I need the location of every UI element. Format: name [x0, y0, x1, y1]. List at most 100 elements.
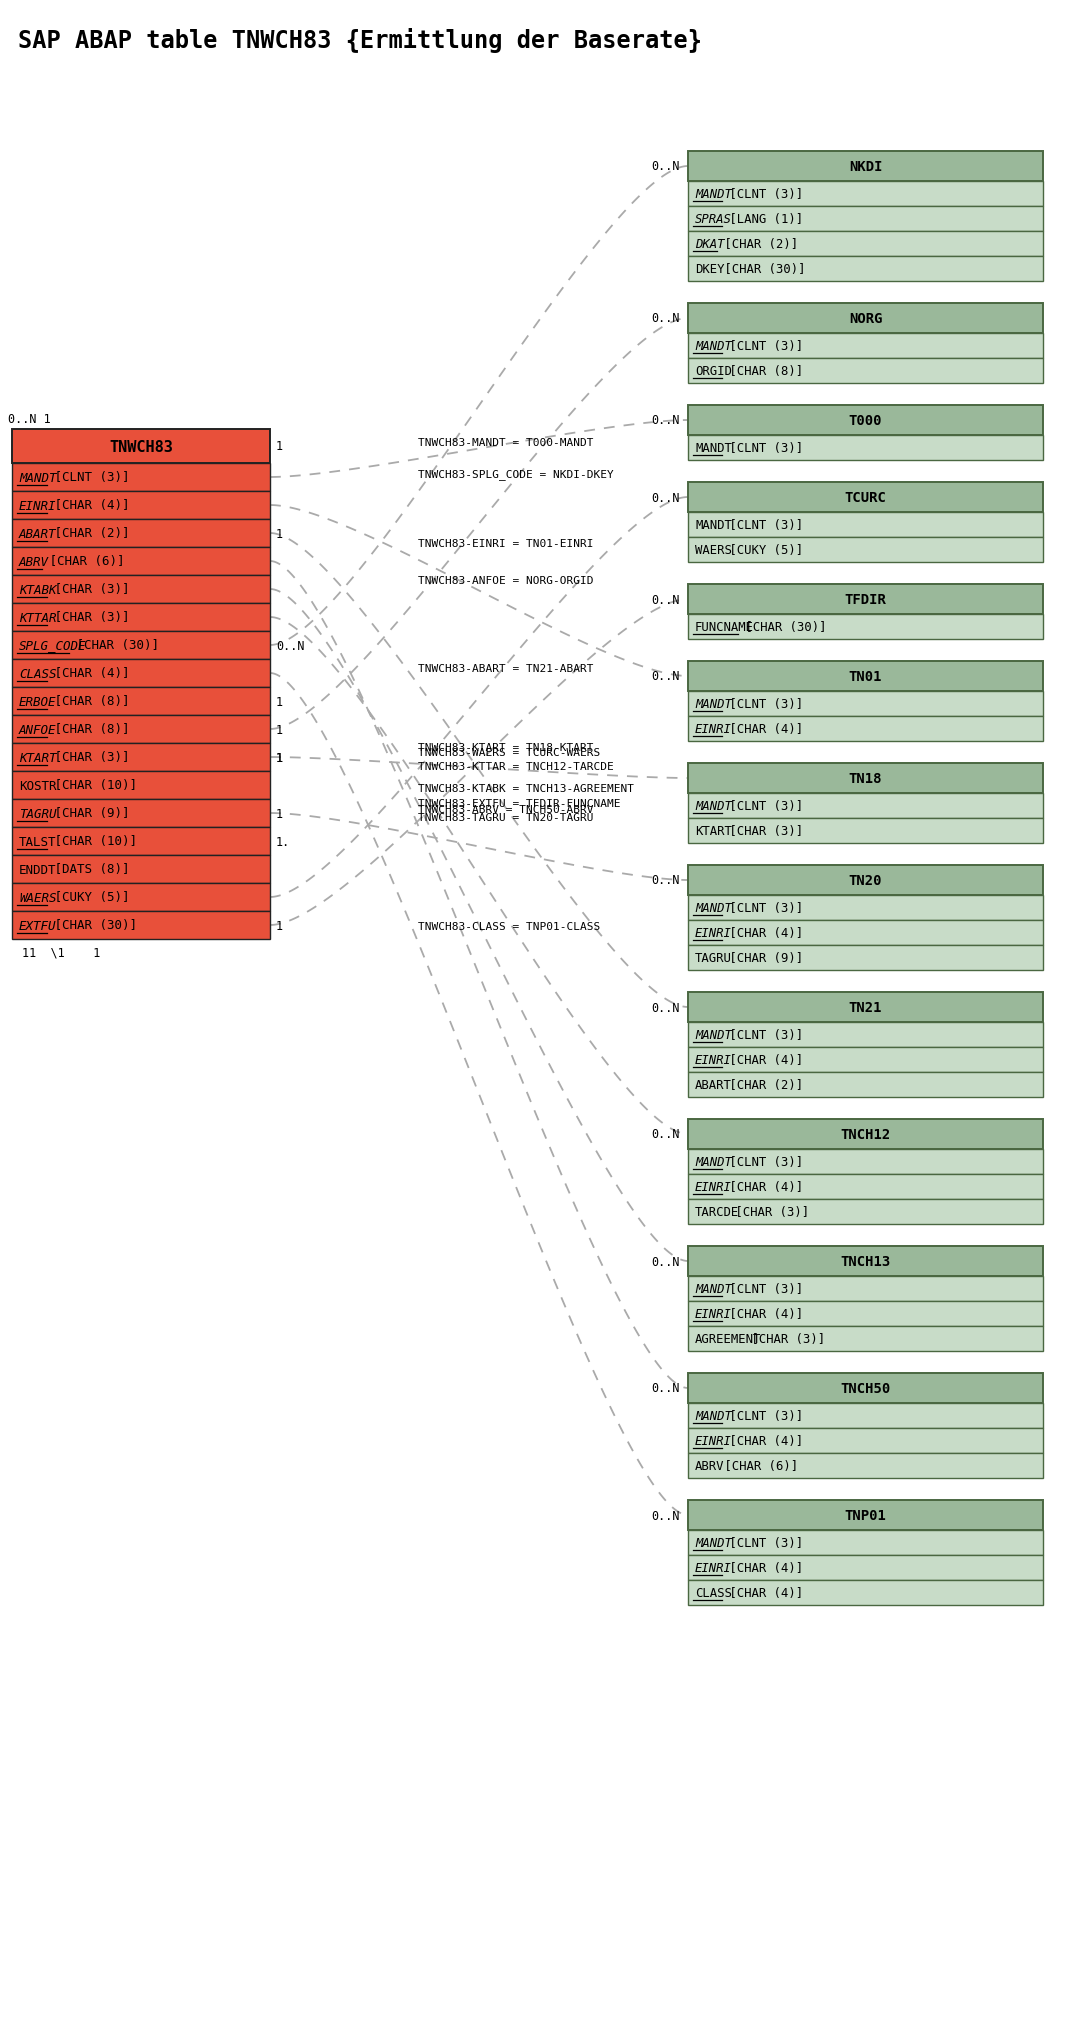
Bar [688, 1199, 1043, 1225]
Bar [688, 1174, 1043, 1199]
Text: MANDT: MANDT [695, 187, 732, 201]
Bar [12, 827, 271, 855]
Text: MANDT: MANDT [695, 339, 732, 354]
Bar [688, 538, 1043, 563]
Bar [12, 660, 271, 687]
Text: [CHAR (3)]: [CHAR (3)] [47, 752, 130, 764]
Text: SPRAS: SPRAS [695, 213, 732, 226]
Bar [12, 744, 271, 772]
Text: MANDT: MANDT [695, 801, 732, 813]
Bar [688, 717, 1043, 742]
Text: ABART: ABART [695, 1079, 732, 1091]
Text: WAERS: WAERS [19, 892, 56, 904]
Text: AGREEMENT: AGREEMENT [695, 1333, 761, 1345]
Text: [CHAR (10)]: [CHAR (10)] [47, 835, 137, 847]
Bar [688, 1276, 1043, 1300]
Text: [CHAR (4)]: [CHAR (4)] [47, 500, 130, 512]
Text: TNWCH83-WAERS = TCURC-WAERS: TNWCH83-WAERS = TCURC-WAERS [419, 748, 601, 758]
Bar [688, 920, 1043, 945]
Text: TALST: TALST [19, 835, 56, 847]
Bar [688, 616, 1043, 640]
Text: [CHAR (4)]: [CHAR (4)] [722, 1435, 803, 1447]
Bar [688, 152, 1043, 183]
Text: 1.: 1. [276, 835, 291, 847]
Bar [688, 764, 1043, 795]
Text: [CLNT (3)]: [CLNT (3)] [722, 339, 803, 354]
Bar [688, 1300, 1043, 1327]
Text: TNWCH83-CLASS = TNP01-CLASS: TNWCH83-CLASS = TNP01-CLASS [419, 923, 601, 933]
Bar [12, 604, 271, 632]
Text: SPLG_CODE: SPLG_CODE [19, 640, 86, 652]
Bar [12, 575, 271, 604]
Text: TNWCH83-EINRI = TN01-EINRI: TNWCH83-EINRI = TN01-EINRI [419, 538, 594, 549]
Bar [688, 662, 1043, 691]
Text: EXTFU: EXTFU [19, 918, 56, 933]
Text: KTTAR: KTTAR [19, 612, 56, 624]
Bar [12, 884, 271, 912]
Text: [CLNT (3)]: [CLNT (3)] [722, 441, 803, 455]
Text: EINRI: EINRI [695, 723, 732, 736]
Text: [CHAR (8)]: [CHAR (8)] [47, 695, 130, 707]
Text: TCURC: TCURC [845, 492, 886, 504]
Text: EINRI: EINRI [695, 1307, 732, 1321]
Text: SAP ABAP table TNWCH83 {Ermittlung der Baserate}: SAP ABAP table TNWCH83 {Ermittlung der B… [18, 28, 702, 53]
Text: MANDT: MANDT [19, 471, 56, 484]
Text: MANDT: MANDT [695, 1028, 732, 1042]
Bar [12, 687, 271, 715]
Bar [688, 333, 1043, 360]
Text: 0..N: 0..N [652, 1382, 679, 1394]
Text: 0..N: 0..N [652, 1128, 679, 1140]
Bar [688, 435, 1043, 461]
Text: MANDT: MANDT [695, 441, 732, 455]
Text: FUNCNAME: FUNCNAME [695, 620, 754, 634]
Text: ENDDT: ENDDT [19, 864, 56, 876]
Text: [CLNT (3)]: [CLNT (3)] [722, 1028, 803, 1042]
Text: TAGRU: TAGRU [19, 807, 56, 821]
Text: ERBOE: ERBOE [19, 695, 56, 707]
Text: MANDT: MANDT [695, 1282, 732, 1294]
Text: ANFOE: ANFOE [19, 723, 56, 736]
Text: TNWCH83-KTABK = TNCH13-AGREEMENT: TNWCH83-KTABK = TNCH13-AGREEMENT [419, 782, 635, 792]
Bar [688, 945, 1043, 971]
Text: TNWCH83-KTART = TN18-KTART: TNWCH83-KTART = TN18-KTART [419, 742, 594, 752]
Text: NKDI: NKDI [849, 161, 882, 175]
Bar [688, 207, 1043, 232]
Bar [12, 520, 271, 549]
Text: TN21: TN21 [849, 1000, 882, 1014]
Bar [688, 1581, 1043, 1605]
Text: ORGID: ORGID [695, 366, 732, 378]
Text: [CHAR (2)]: [CHAR (2)] [722, 1079, 803, 1091]
Text: 0..N: 0..N [652, 874, 679, 888]
Text: TNWCH83-EXTFU = TFDIR-FUNCNAME: TNWCH83-EXTFU = TFDIR-FUNCNAME [419, 799, 621, 809]
Text: TNCH13: TNCH13 [840, 1254, 890, 1268]
Text: WAERS: WAERS [695, 545, 732, 557]
Bar [688, 360, 1043, 384]
Bar [688, 1327, 1043, 1351]
Text: TNWCH83: TNWCH83 [109, 439, 173, 455]
Bar [688, 1150, 1043, 1174]
Text: 1: 1 [276, 526, 283, 541]
Text: [CHAR (3)]: [CHAR (3)] [727, 1205, 808, 1219]
Text: [CHAR (10)]: [CHAR (10)] [47, 778, 137, 792]
Text: 0..N: 0..N [652, 161, 679, 173]
Text: [CHAR (8)]: [CHAR (8)] [722, 366, 803, 378]
Text: [CHAR (4)]: [CHAR (4)] [722, 723, 803, 736]
Text: [CHAR (6)]: [CHAR (6)] [717, 1459, 799, 1473]
Bar [688, 1500, 1043, 1530]
Text: KTART: KTART [19, 752, 56, 764]
Text: TNCH12: TNCH12 [840, 1128, 890, 1142]
Text: TN01: TN01 [849, 671, 882, 683]
Bar [688, 1554, 1043, 1581]
Text: MANDT: MANDT [695, 1156, 732, 1168]
Text: [CHAR (8)]: [CHAR (8)] [47, 723, 130, 736]
Text: 1: 1 [276, 807, 283, 821]
Text: 1: 1 [276, 752, 283, 764]
Text: EINRI: EINRI [695, 927, 732, 939]
Text: DKEY: DKEY [695, 262, 724, 276]
Text: 0..N 1: 0..N 1 [9, 412, 51, 427]
Text: [CHAR (3)]: [CHAR (3)] [743, 1333, 824, 1345]
Text: TNWCH83-ABART = TN21-ABART: TNWCH83-ABART = TN21-ABART [419, 664, 594, 675]
Text: TNCH50: TNCH50 [840, 1382, 890, 1396]
Text: CLASS: CLASS [695, 1587, 732, 1599]
Text: TARCDE: TARCDE [695, 1205, 739, 1219]
